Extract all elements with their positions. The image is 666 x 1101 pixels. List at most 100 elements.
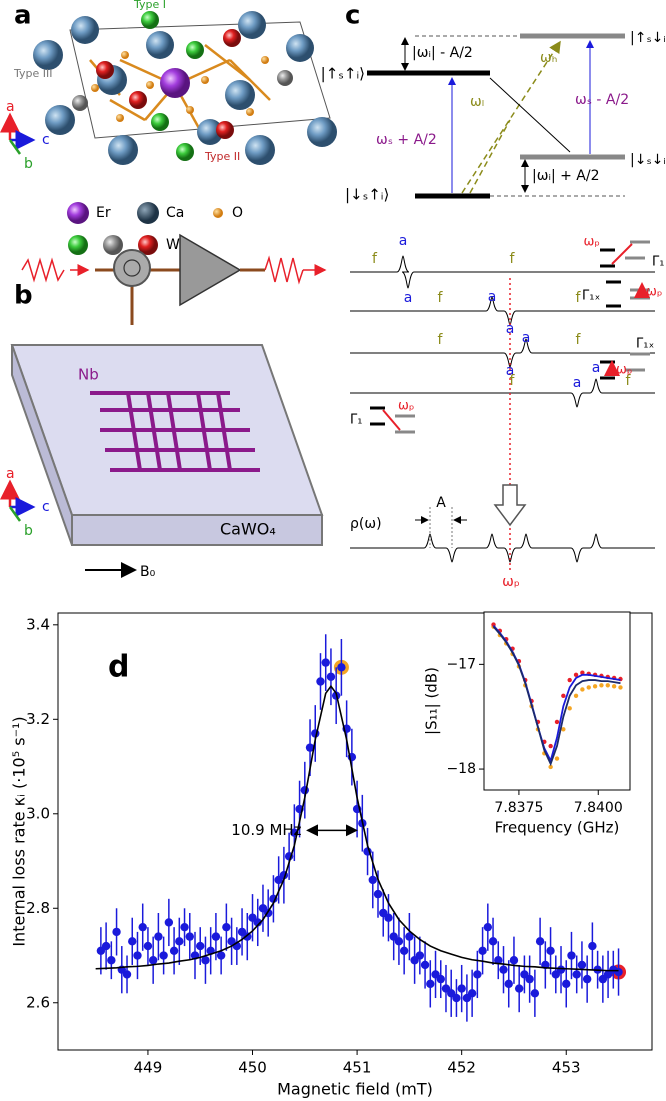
- data-point: [112, 927, 121, 937]
- plot-frame: [57, 612, 653, 1051]
- data-point: [525, 974, 534, 984]
- y-tick-label: −17: [446, 656, 476, 672]
- data-point: [530, 989, 540, 998]
- state-label: |↑ₛ↓ᵢ⟩: [630, 30, 666, 46]
- panel-label: d: [108, 650, 129, 685]
- data-point: [535, 937, 545, 946]
- y-tick-label: 3.2: [26, 710, 50, 728]
- row-label: f: [626, 373, 632, 389]
- data-point: [128, 937, 137, 946]
- data-point: [554, 756, 560, 761]
- data-point: [567, 677, 572, 683]
- data-point: [573, 672, 579, 678]
- data-point: [222, 922, 231, 932]
- data-point: [572, 970, 581, 979]
- row-label: a: [573, 375, 582, 391]
- legend-label: Er: [96, 205, 111, 221]
- data-point: [164, 918, 174, 927]
- data-point: [436, 974, 445, 984]
- row-label: a: [399, 233, 408, 249]
- inset-label: Γ₁: [350, 413, 362, 428]
- data-point: [514, 984, 524, 993]
- row-label: a: [592, 360, 601, 376]
- x-tick-label: 451: [343, 1059, 372, 1077]
- data-point: [580, 687, 585, 692]
- data-point: [159, 951, 168, 960]
- data-point: [211, 932, 221, 941]
- data-point: [562, 979, 571, 989]
- data-point: [618, 685, 623, 690]
- data-point: [573, 693, 579, 698]
- fit-line: [492, 626, 621, 767]
- data-point: [321, 658, 330, 667]
- transition-label: ωₗ: [470, 94, 484, 110]
- transition-label: ωₛ - A/2: [575, 92, 629, 108]
- axis-label: c: [42, 499, 50, 515]
- data-point: [499, 965, 508, 974]
- data-point: [169, 946, 179, 955]
- panel-label: c: [345, 1, 360, 31]
- data-point: [384, 913, 393, 922]
- type-label: Type II: [204, 150, 240, 163]
- data-point: [216, 951, 226, 960]
- data-point: [148, 956, 158, 965]
- panel-a: a Type I Type III Type II a c b Er Ca O …: [0, 0, 337, 255]
- y-tick-label: 3.4: [26, 615, 50, 633]
- panel-d: 449 450 451 452 453 2.6 2.8 3.0 3.2 3.4 Magnetic f…: [10, 611, 653, 1099]
- data-point: [154, 932, 163, 941]
- data-point: [548, 743, 553, 749]
- row-label: f: [510, 251, 516, 267]
- x-tick-label: 453: [552, 1059, 581, 1077]
- state-label: |↑ₛ↑ᵢ⟩: [321, 65, 365, 83]
- output-pulse: [264, 255, 304, 285]
- state-label: |↓ₛ↑ᵢ⟩: [345, 186, 389, 204]
- state-label: |↓ₛ↓ᵢ⟩: [630, 152, 666, 168]
- data-point: [405, 932, 414, 941]
- data-point: [599, 683, 604, 688]
- row-label: f: [372, 251, 378, 267]
- data-point: [483, 922, 493, 932]
- spectrum-trace: [350, 296, 655, 326]
- x-tick-label: 452: [447, 1059, 476, 1077]
- axes-triad: a c b: [0, 99, 50, 172]
- data-point: [326, 672, 336, 681]
- y-tick-label: 2.8: [26, 899, 50, 917]
- data-point: [586, 685, 591, 690]
- data-point: [567, 706, 572, 711]
- data-point: [305, 743, 315, 752]
- type-label: Type I: [133, 0, 166, 11]
- amplifier: [179, 233, 242, 307]
- data-point: [582, 974, 592, 984]
- data-point: [316, 677, 325, 686]
- splitting-label: |ωᵢ| - A/2: [412, 45, 473, 61]
- data-point: [337, 663, 346, 672]
- axis-label: a: [6, 99, 15, 115]
- data-point: [478, 946, 487, 955]
- legend: Er Ca O W: [67, 202, 243, 255]
- inset-label: Γ₁ₓ: [582, 289, 600, 304]
- resonator: [90, 391, 260, 472]
- data-point: [394, 937, 404, 946]
- data-point: [611, 684, 617, 689]
- data-point: [426, 979, 435, 989]
- row-label: a: [404, 290, 413, 306]
- annotation-label: 10.9 MHz: [231, 821, 301, 839]
- data-point: [138, 922, 147, 932]
- data-point: [546, 946, 555, 955]
- legend-label: O: [232, 205, 243, 221]
- data-point: [143, 941, 153, 951]
- panel-c: c |↑ₛ↓ᵢ⟩ |↑ₛ↑ᵢ⟩ |↓ₛ↓ᵢ⟩ |↓ₛ↑ᵢ⟩ ωₛ + A/2 ω…: [321, 1, 666, 591]
- data-point: [494, 956, 503, 965]
- y-tick-label: −18: [446, 761, 476, 777]
- data-point: [457, 984, 466, 993]
- pump-label: ωₚ: [502, 574, 520, 590]
- row-label: f: [438, 290, 444, 306]
- inset-label: Γ₁ₓ: [636, 337, 654, 352]
- legend-label: Ca: [166, 205, 184, 221]
- data-point: [614, 967, 623, 977]
- panel-b: b Nb CaWO₄ a c b B₀: [0, 233, 327, 580]
- data-point: [133, 951, 142, 960]
- data-point: [556, 965, 566, 974]
- data-point: [185, 932, 194, 941]
- inset-label: ωₚ: [616, 363, 632, 378]
